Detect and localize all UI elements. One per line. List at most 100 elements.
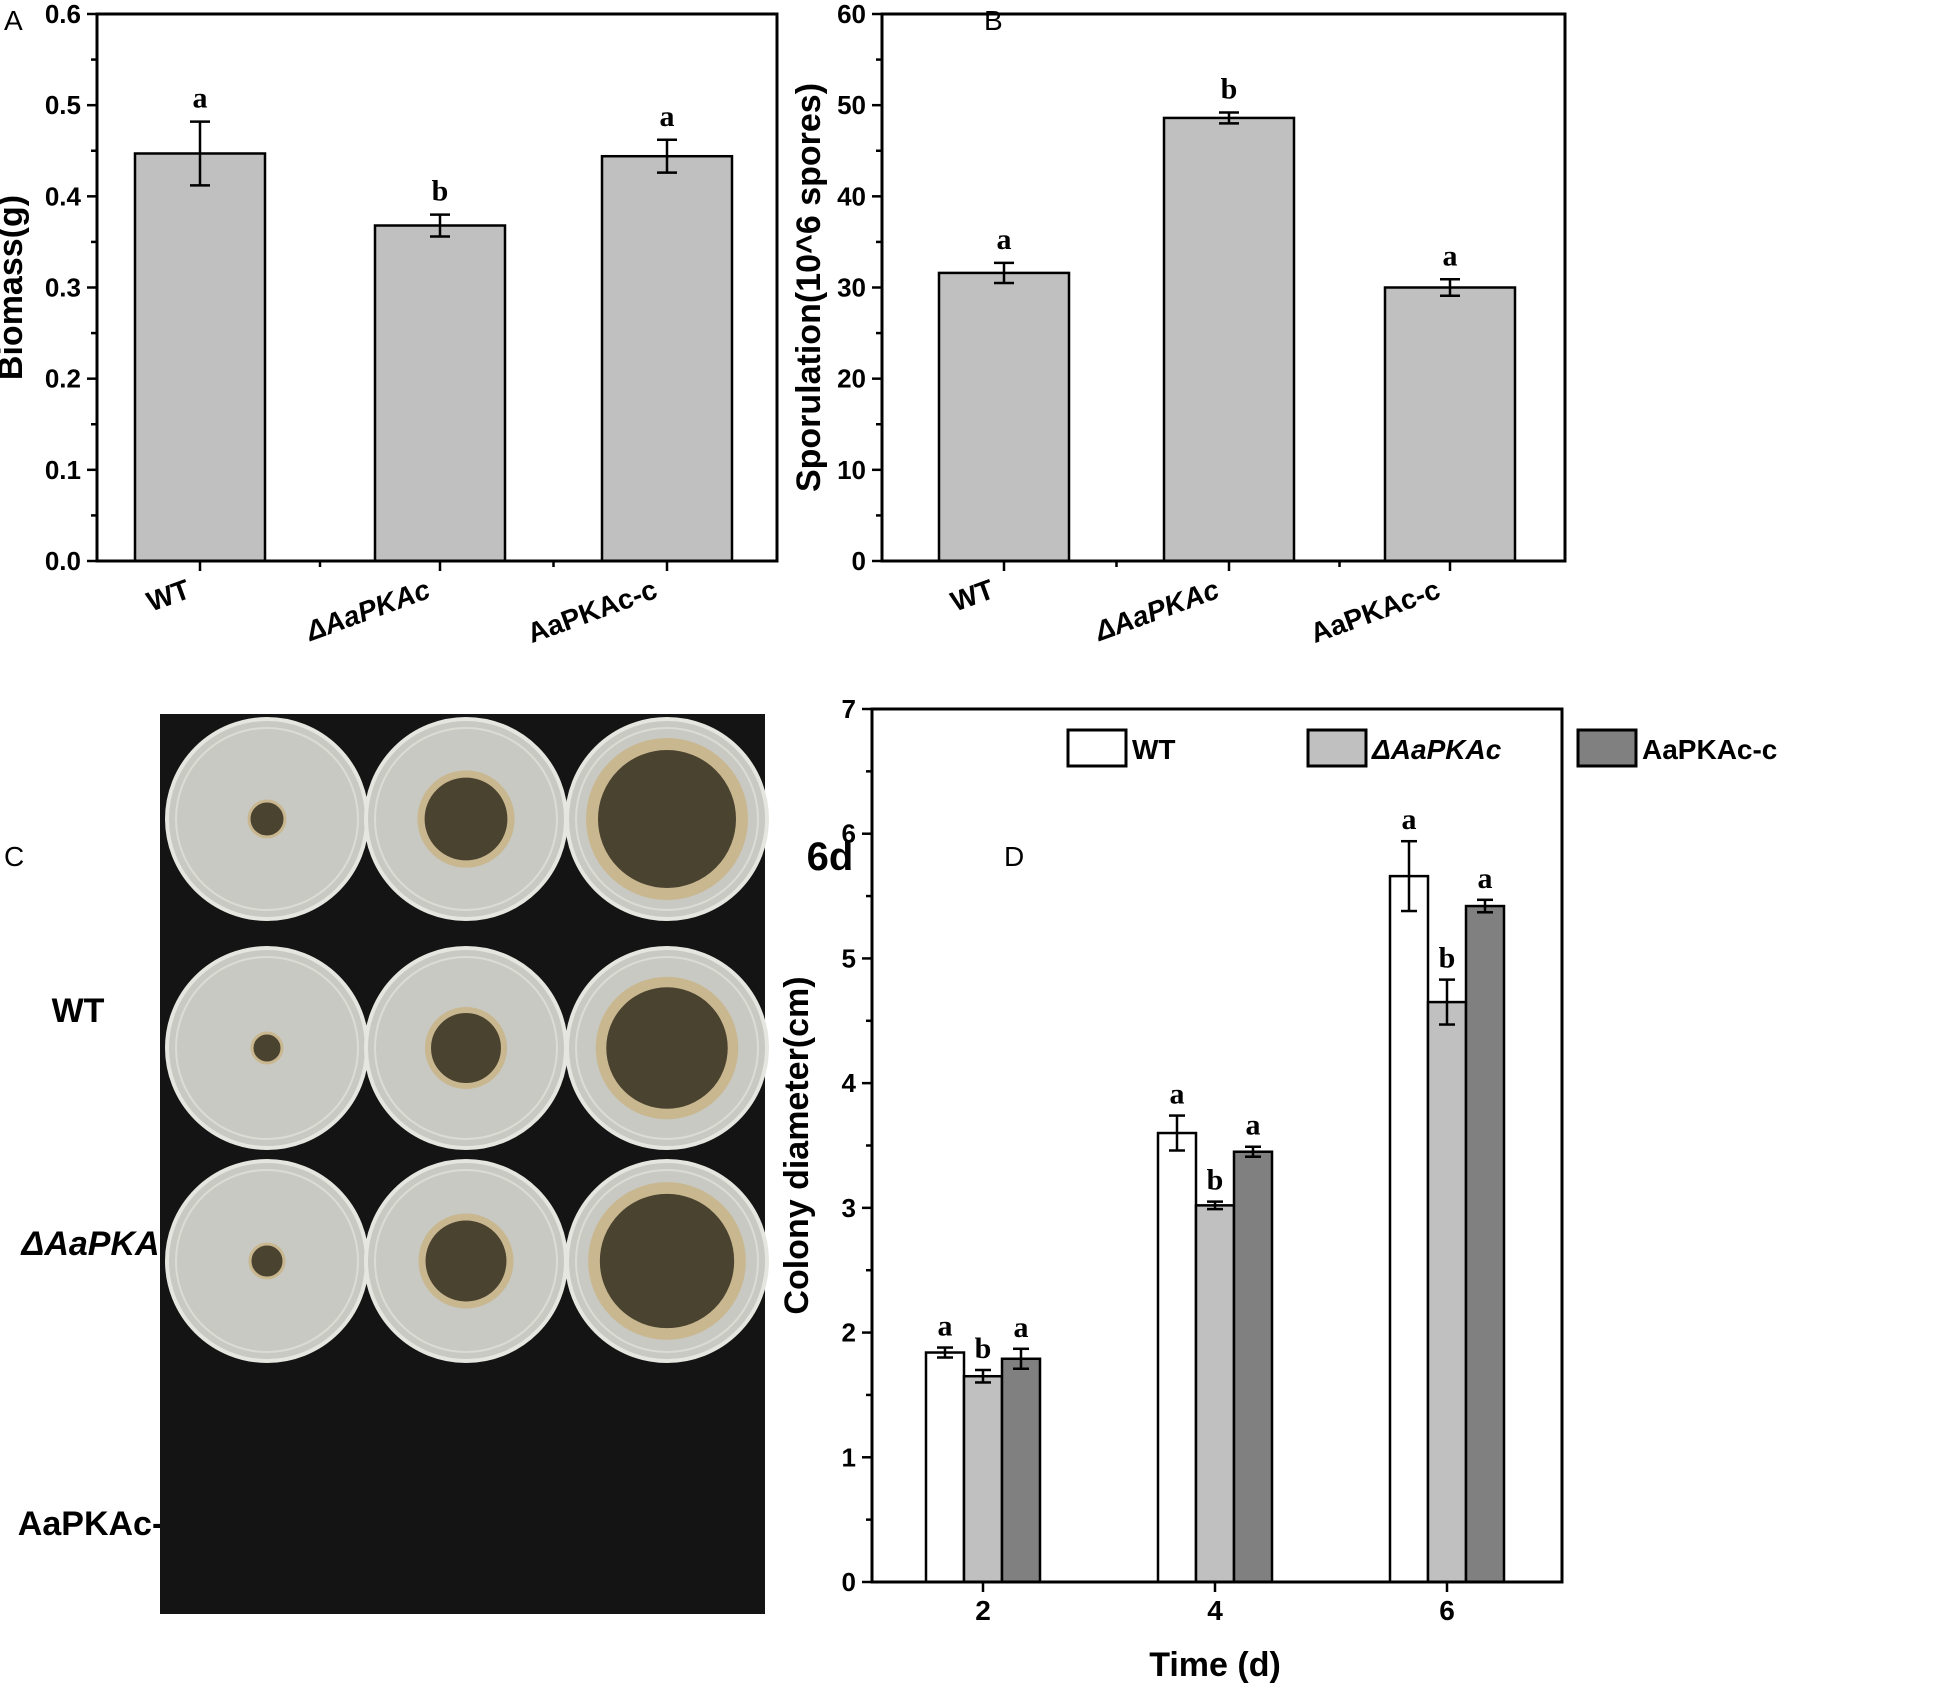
- x-tick-label: ΔAaPKAc: [301, 573, 434, 647]
- petri-dish-rim: [374, 956, 558, 1140]
- legend-swatch: [1306, 728, 1368, 768]
- significance-label: a: [1402, 803, 1417, 836]
- panel-letter-a: A: [4, 5, 23, 36]
- y-tick-label: 0.5: [45, 90, 81, 120]
- significance-label: a: [660, 100, 675, 133]
- significance-label: b: [1207, 1164, 1224, 1197]
- petri-dish-rim: [175, 956, 359, 1140]
- panel-letter-d: D: [1004, 841, 1024, 872]
- petri-dish-rim: [575, 956, 759, 1140]
- photo-row-label: WT: [52, 992, 105, 1030]
- y-tick-label: 7: [842, 694, 856, 724]
- petri-dish-rim: [575, 727, 759, 911]
- x-tick-label: WT: [947, 574, 999, 618]
- petri-dish-rim: [175, 727, 359, 911]
- petri-dish-rim: [374, 1169, 558, 1353]
- plot-frame: [870, 707, 1564, 1584]
- y-axis-title: Sporulation(10^6 spores): [790, 83, 828, 492]
- significance-label: b: [1439, 942, 1456, 975]
- bar: [373, 224, 507, 563]
- y-tick-label: 1: [842, 1442, 856, 1472]
- legend-label: WT: [1132, 734, 1176, 765]
- fungal-colony: [424, 1006, 508, 1090]
- legend: WT ΔAaPKAc AaPKAc-c: [1066, 728, 1777, 768]
- bar: [1156, 1131, 1198, 1584]
- bar: [1426, 1000, 1468, 1584]
- y-tick-label: 3: [842, 1193, 856, 1223]
- x-tick-label: AaPKAc-c: [1306, 574, 1444, 649]
- photo-col-label: 6d: [807, 835, 854, 879]
- y-tick-label: 0.0: [45, 546, 81, 576]
- y-tick-label: 4: [842, 1068, 857, 1098]
- y-tick-label: 6: [842, 819, 856, 849]
- y-axis-title: Biomass(g): [0, 195, 30, 380]
- significance-label: a: [193, 82, 208, 115]
- chart-a-biomass: 0.0 0.1 0.2 0.3 0.4 0.5 0.6 Biomass(g) a WT b ΔAaPK…: [0, 0, 779, 649]
- fungal-colony: [595, 976, 739, 1120]
- y-tick-label: 0.4: [45, 181, 82, 211]
- y-tick-label: 0: [842, 1567, 856, 1597]
- x-tick-label: WT: [143, 574, 195, 618]
- colony-photo-grid: 2d 4d 6d WT ΔAaPKAc AaPKAc-c: [18, 714, 854, 1614]
- legend-label: ΔAaPKAc: [1371, 734, 1502, 765]
- y-tick-label: 0.1: [45, 455, 81, 485]
- significance-label: a: [1443, 239, 1458, 272]
- significance-label: a: [1246, 1109, 1261, 1142]
- significance-label: a: [938, 1310, 953, 1343]
- legend-swatch: [1576, 728, 1638, 768]
- legend-swatch: [1066, 728, 1128, 768]
- significance-label: a: [1478, 862, 1493, 895]
- significance-label: a: [1014, 1311, 1029, 1344]
- y-tick-label: 10: [837, 455, 866, 485]
- y-tick-label: 0.2: [45, 364, 81, 394]
- y-tick-label: 30: [837, 273, 866, 303]
- petri-dish-rim: [374, 727, 558, 911]
- significance-label: b: [432, 175, 449, 208]
- x-tick-label: 2: [975, 1595, 991, 1626]
- bar: [937, 271, 1071, 563]
- y-tick-label: 0.3: [45, 273, 81, 303]
- significance-label: b: [975, 1332, 992, 1365]
- bar: [1464, 904, 1506, 1584]
- fungal-colony: [250, 1031, 284, 1065]
- fungal-colony: [586, 738, 748, 900]
- y-tick-label: 0: [852, 546, 866, 576]
- x-tick-label: ΔAaPKAc: [1090, 573, 1223, 647]
- x-tick-label: AaPKAc-c: [523, 574, 661, 649]
- significance-label: b: [1221, 72, 1238, 105]
- bar: [924, 1351, 966, 1584]
- x-tick-label: 6: [1439, 1595, 1455, 1626]
- bar: [1388, 874, 1430, 1584]
- bar: [1194, 1204, 1236, 1584]
- chart-b-sporulation: 0 10 20 30 40 50 60 Sporulation(10^6 spores) a WT…: [790, 0, 1567, 649]
- fungal-colony: [417, 770, 515, 868]
- x-axis-title: Time (d): [1149, 1646, 1281, 1684]
- bar: [962, 1374, 1004, 1584]
- y-tick-label: 5: [842, 943, 856, 973]
- significance-label: a: [997, 223, 1012, 256]
- bar: [133, 152, 267, 563]
- bar: [1232, 1150, 1274, 1584]
- y-tick-label: 20: [837, 364, 866, 394]
- bar: [1000, 1357, 1042, 1584]
- bar: [1383, 286, 1517, 563]
- petri-dish-rim: [175, 1169, 359, 1353]
- fungal-colony: [588, 1182, 746, 1340]
- y-axis-title: Colony diameter(cm): [778, 976, 816, 1314]
- y-tick-label: 60: [837, 0, 866, 29]
- photo-row-label: AaPKAc-c: [18, 1505, 182, 1543]
- petri-dish-rim: [575, 1169, 759, 1353]
- bar: [600, 154, 734, 563]
- x-tick-label: 4: [1207, 1595, 1223, 1626]
- fungal-colony: [247, 799, 287, 839]
- y-tick-label: 2: [842, 1318, 856, 1348]
- y-tick-label: 0.6: [45, 0, 81, 29]
- plot-frame: [95, 12, 779, 563]
- legend-label: AaPKAc-c: [1642, 734, 1777, 765]
- bar: [1162, 116, 1296, 563]
- y-tick-label: 50: [837, 90, 866, 120]
- fungal-colony: [248, 1242, 286, 1280]
- significance-label: a: [1170, 1078, 1185, 1111]
